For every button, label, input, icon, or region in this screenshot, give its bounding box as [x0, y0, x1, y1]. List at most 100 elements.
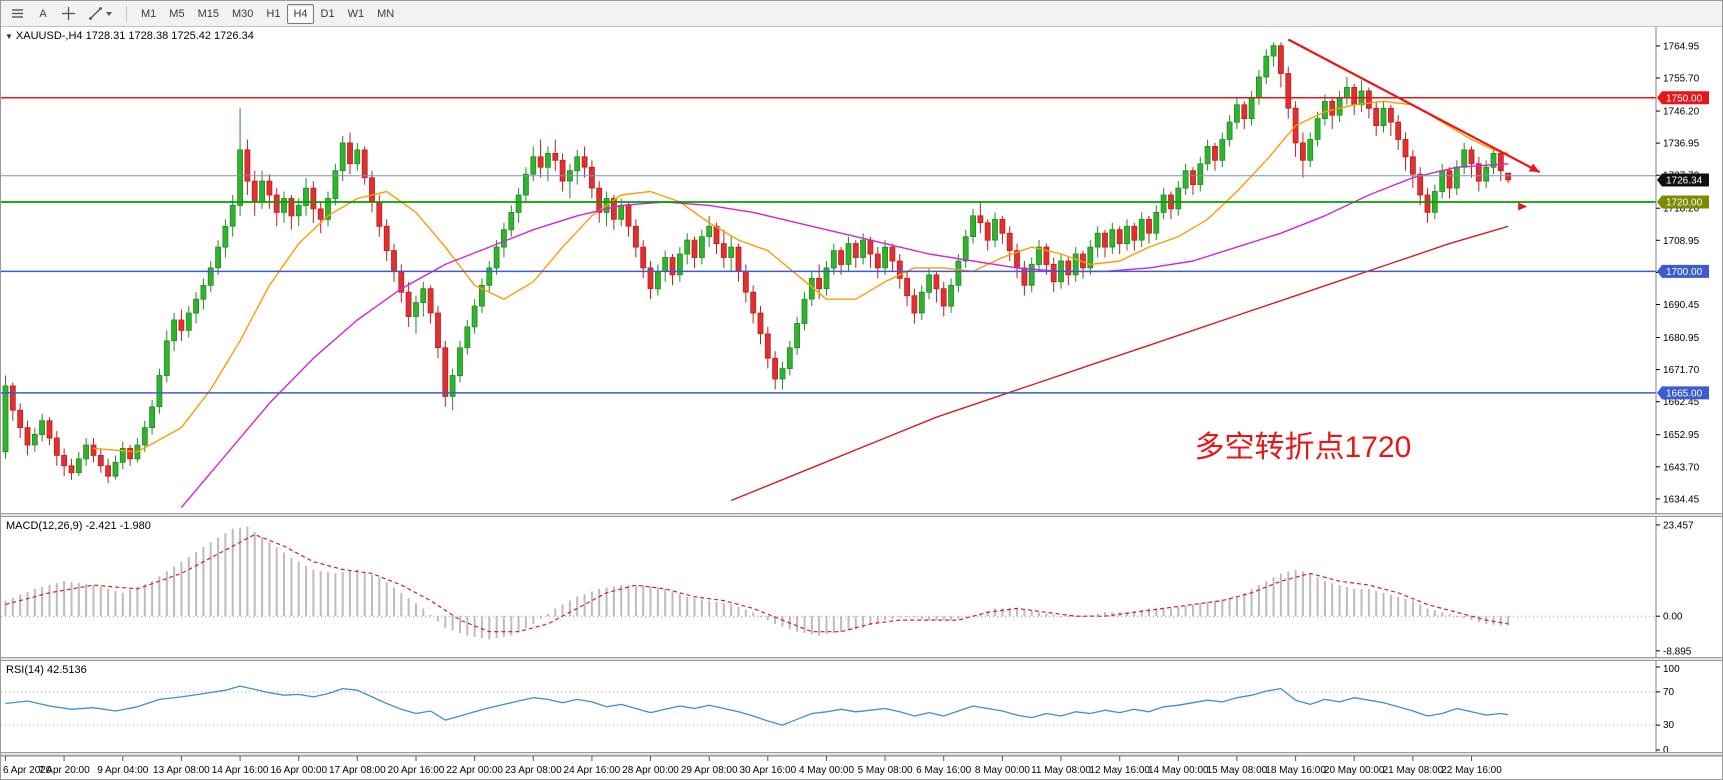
candle: [962, 229, 969, 268]
macd-scale-label: 23.457: [1663, 520, 1694, 531]
trendline-tool-button[interactable]: [83, 4, 118, 24]
macd-hist-bar: [1477, 616, 1480, 622]
rsi-panel[interactable]: RSI(14) 42.5136 100 70 30 0: [1, 661, 1723, 752]
time-tick-label: 13 Apr 08:00: [153, 765, 210, 776]
candle: [633, 219, 639, 258]
timeframe-button-m1[interactable]: M1: [135, 4, 162, 24]
time-axis[interactable]: 6 Apr 2020 7 Apr 20:00 9 Apr 04:00 13 Apr 0…: [1, 755, 1722, 779]
time-tick-label: 22 Apr 00:00: [446, 765, 503, 776]
macd-hist-bar: [253, 531, 256, 617]
panel-splitter[interactable]: [1, 513, 1722, 517]
candle: [940, 281, 947, 317]
macd-hist-bar: [979, 613, 982, 617]
macd-hist-bar: [1279, 573, 1282, 617]
macd-hist-bar: [275, 547, 278, 617]
candle: [948, 278, 954, 313]
price-badge-label: 1726.34: [1666, 176, 1703, 187]
price-badge: [1657, 386, 1709, 400]
chart-menu-button[interactable]: [5, 4, 30, 24]
macd-hist-bar: [209, 542, 212, 617]
right-arrow-icon[interactable]: [1518, 202, 1528, 211]
timeframe-button-mn[interactable]: MN: [371, 4, 400, 24]
price-chart-canvas[interactable]: 多空转折点1720 1764.95 1755.70 1746.20 1736.95 172…: [1, 27, 1723, 513]
candle: [559, 153, 566, 192]
rsi-axis[interactable]: [1656, 661, 1723, 752]
macd-hist-bar: [862, 616, 865, 628]
macd-hist-bar: [407, 598, 410, 617]
macd-hist-bar: [913, 616, 916, 618]
macd-hist-bar: [1360, 588, 1363, 617]
macd-hist-bar: [847, 616, 850, 631]
panel-splitter[interactable]: [1, 657, 1722, 661]
candle: [1497, 149, 1504, 182]
macd-hist-bar: [1455, 616, 1458, 618]
macd-hist-bar: [19, 594, 22, 617]
macd-hist-bar: [1507, 616, 1510, 626]
candle: [200, 278, 207, 310]
timeframe-button-h1[interactable]: H1: [260, 4, 286, 24]
collapse-icon[interactable]: ▼: [5, 31, 13, 41]
candle: [273, 188, 280, 227]
macd-hist-bar: [1404, 598, 1407, 617]
candle: [794, 316, 800, 355]
macd-hist-bar: [121, 592, 124, 617]
candle: [427, 285, 434, 324]
candle: [97, 448, 104, 473]
macd-hist-bar: [415, 603, 417, 617]
macd-hist-bar: [590, 591, 593, 617]
candle: [1410, 149, 1416, 189]
timeframe-button-m30[interactable]: M30: [226, 4, 259, 24]
text-tool-button[interactable]: A: [32, 4, 54, 24]
macd-hist-bar: [1214, 600, 1216, 617]
annotation-text[interactable]: 多空转折点1720: [1195, 431, 1412, 464]
macd-hist-bar: [180, 561, 183, 617]
timeframe-button-m5[interactable]: M5: [163, 4, 190, 24]
macd-hist-bar: [1162, 608, 1165, 617]
candle: [1402, 132, 1409, 171]
macd-hist-bar: [459, 616, 461, 634]
macd-canvas[interactable]: 23.457 0.00 -8.895: [1, 517, 1723, 657]
macd-hist-bar: [1492, 616, 1495, 625]
candle: [1373, 101, 1380, 136]
candle: [911, 288, 918, 324]
macd-panel[interactable]: MACD(12,26,9) -2.421 -1.980 23.457 0.00 -8…: [1, 517, 1723, 657]
candle: [1190, 167, 1196, 195]
macd-hist-bar: [884, 616, 887, 621]
candle: [1322, 94, 1328, 126]
candle: [508, 205, 515, 237]
crosshair-tool-button[interactable]: [56, 4, 81, 24]
candle: [486, 261, 493, 293]
macd-hist-bar: [686, 596, 689, 617]
ma-slow-red: [730, 225, 1509, 502]
candle: [90, 438, 97, 463]
macd-hist-bar: [77, 583, 80, 617]
time-tick-label: 4 May 00:00: [799, 765, 854, 776]
trendline[interactable]: [1287, 38, 1541, 174]
macd-hist-bar: [246, 526, 249, 617]
price-chart-panel[interactable]: ▼ XAUUSD-,H4 1728.31 1728.38 1725.42 172…: [1, 27, 1723, 513]
candle: [317, 202, 324, 234]
timeframe-button-h4[interactable]: H4: [287, 3, 314, 24]
candle: [325, 191, 331, 227]
macd-hist-bar: [1294, 569, 1297, 617]
candle: [1329, 97, 1336, 130]
macd-hist-bar: [825, 616, 828, 635]
candle: [442, 340, 449, 407]
time-tick-label: 5 May 08:00: [858, 765, 913, 776]
macd-hist-bar: [1023, 609, 1026, 617]
macd-axis[interactable]: [1656, 517, 1723, 657]
macd-hist-bar: [1301, 571, 1304, 617]
rsi-canvas[interactable]: 100 70 30 0: [1, 661, 1723, 752]
timeframe-button-w1[interactable]: W1: [342, 4, 371, 24]
macd-hist-bar: [1126, 612, 1128, 617]
crosshair-icon: [62, 7, 75, 20]
time-tick-label: 17 Apr 08:00: [329, 765, 386, 776]
candle: [68, 458, 75, 480]
timeframe-button-d1[interactable]: D1: [315, 4, 341, 24]
rsi-scale-label: 0: [1663, 745, 1669, 752]
price-badge: [1657, 195, 1709, 209]
macd-hist-bar: [576, 596, 579, 617]
macd-hist-bar: [371, 574, 373, 617]
candle: [567, 163, 573, 199]
timeframe-button-m15[interactable]: M15: [192, 4, 225, 24]
